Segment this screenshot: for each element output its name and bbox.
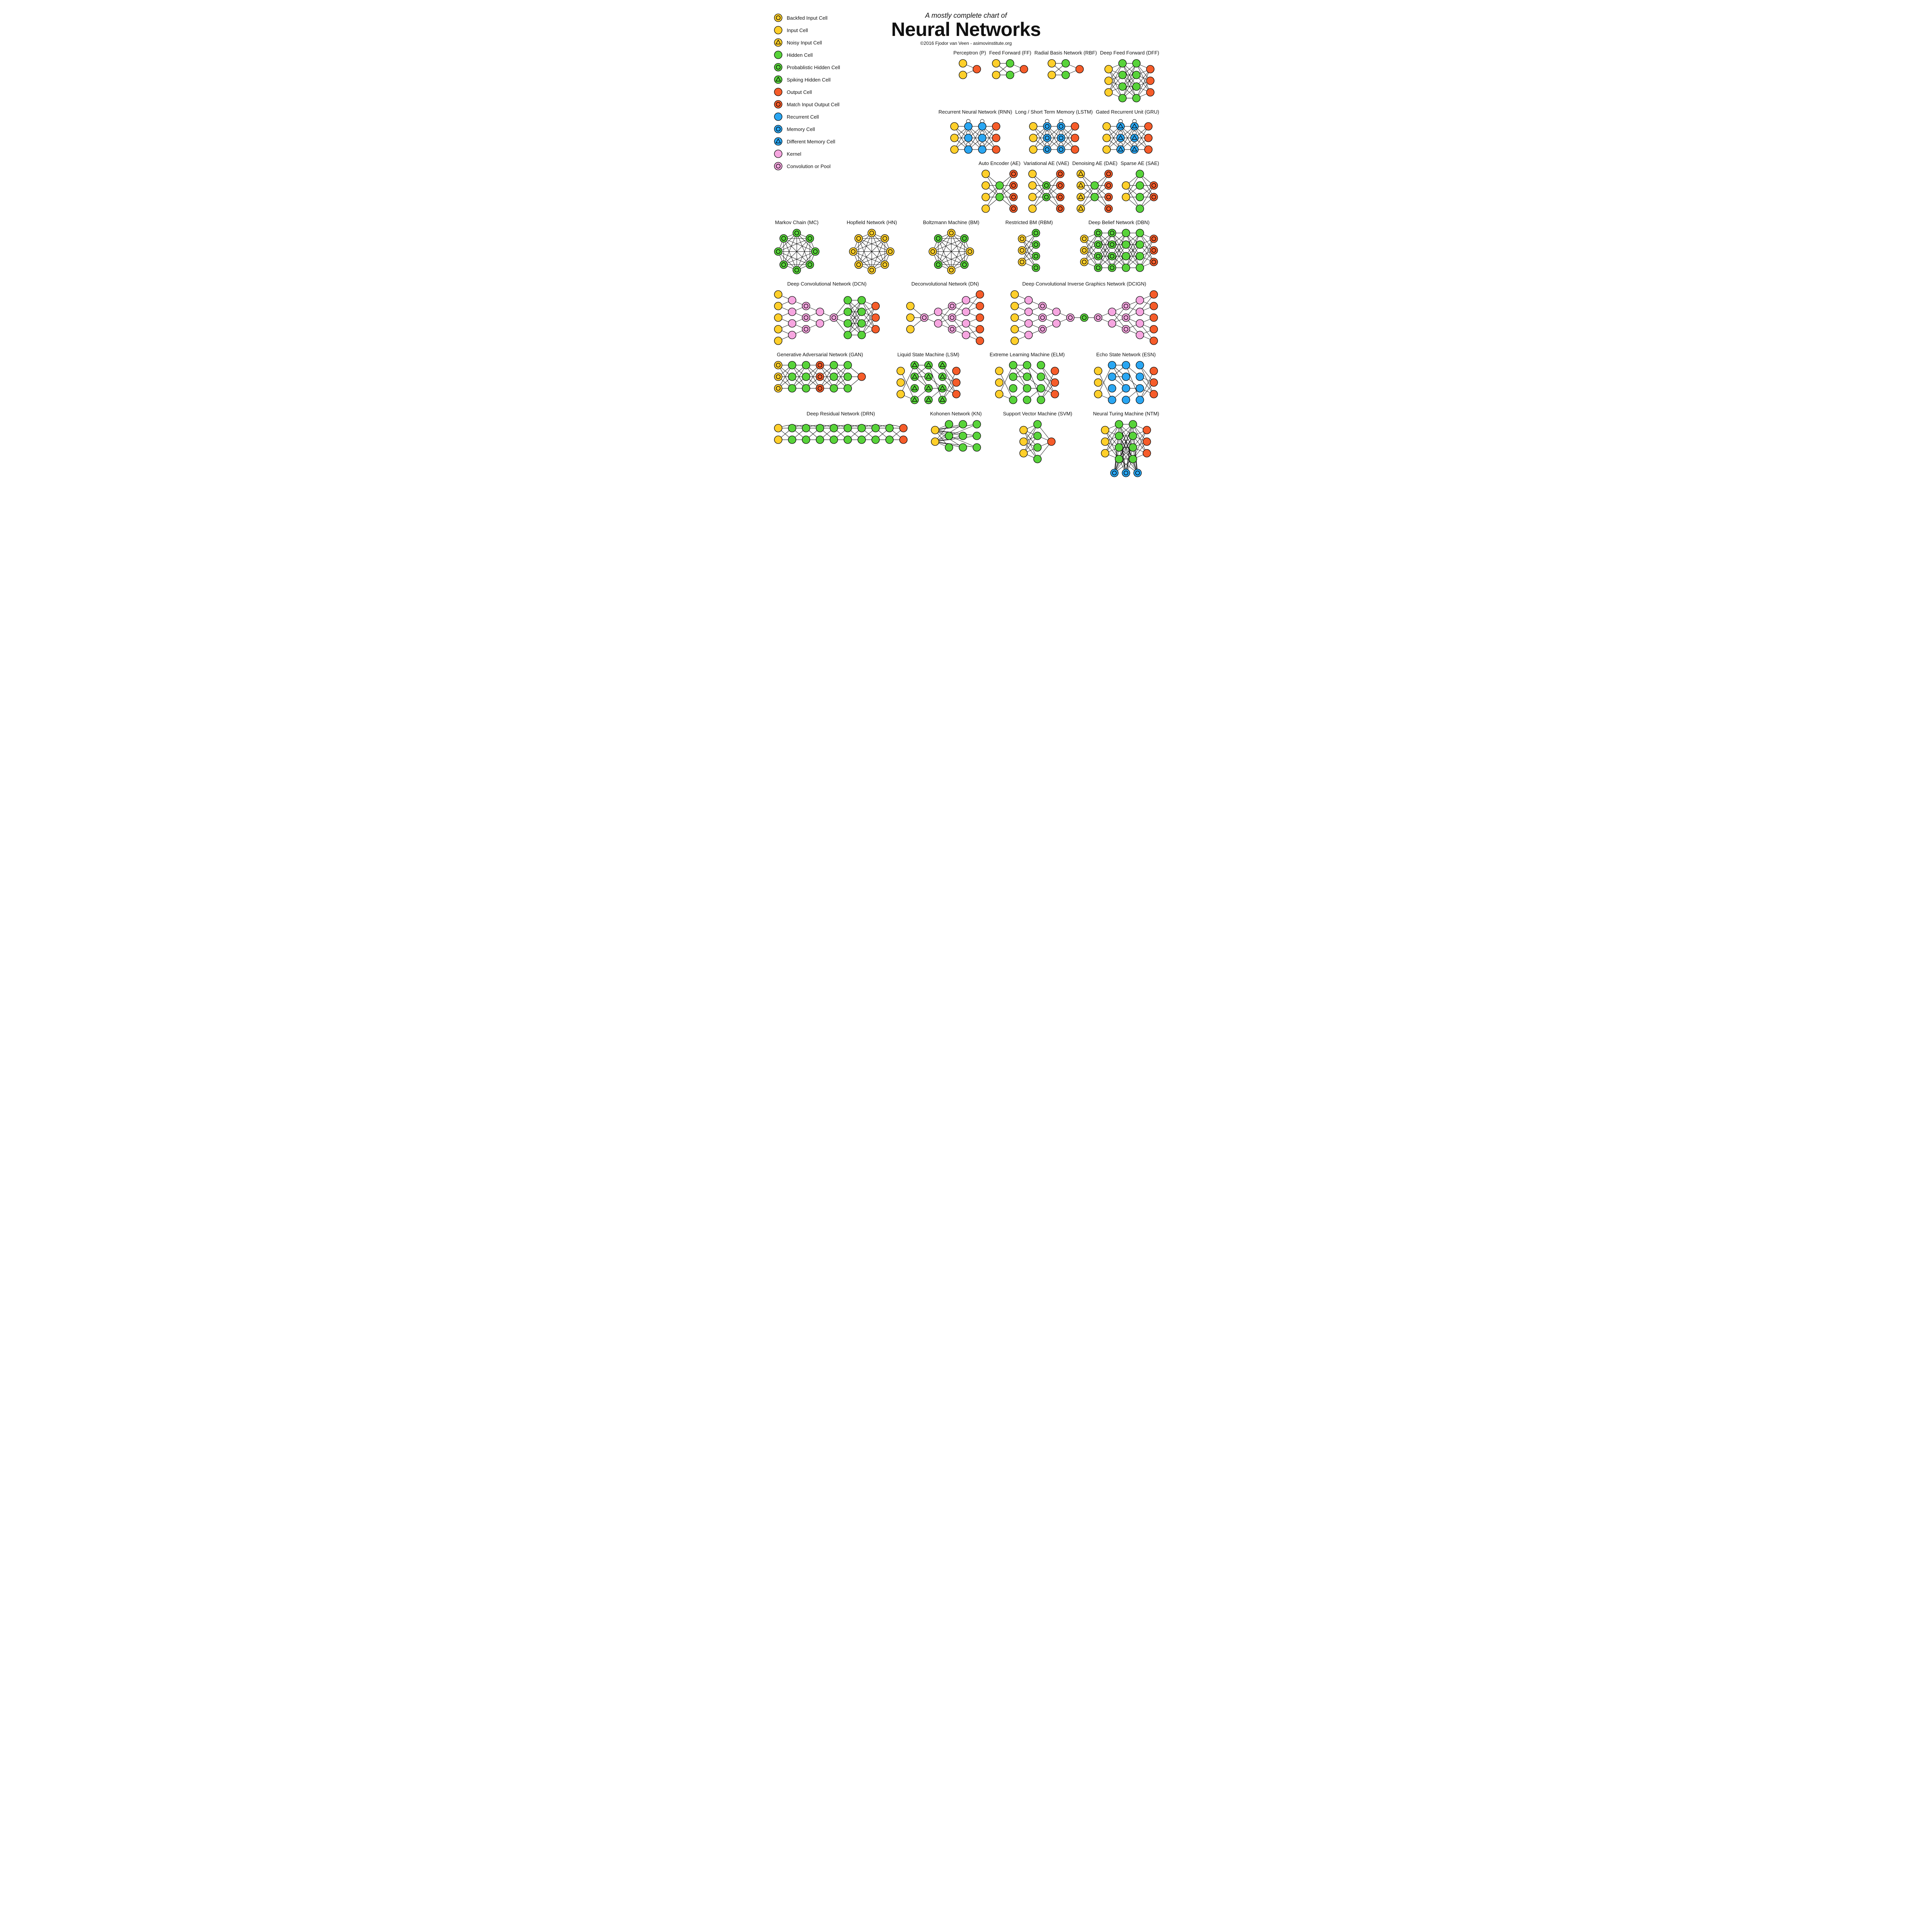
- network-sae: Sparse AE (SAE): [1121, 160, 1159, 214]
- network-dcn: Deep Convolutional Network (DCN): [773, 281, 881, 346]
- network-label: Deep Convolutional Inverse Graphics Netw…: [1009, 281, 1159, 287]
- legend-label: Spiking Hidden Cell: [787, 77, 830, 83]
- legend-item-input: Input Cell: [773, 24, 850, 36]
- network-lstm: Long / Short Term Memory (LSTM): [1015, 109, 1093, 155]
- network-label: Kohonen Network (KN): [930, 411, 982, 417]
- network-label: Markov Chain (MC): [773, 219, 821, 225]
- network-elm: Extreme Learning Machine (ELM): [990, 352, 1065, 405]
- legend-label: Output Cell: [787, 89, 812, 95]
- network-ae: Auto Encoder (AE): [979, 160, 1020, 214]
- legend-label: Noisy Input Cell: [787, 40, 822, 46]
- network-label: Deep Residual Network (DRN): [773, 411, 909, 417]
- legend-label: Different Memory Cell: [787, 139, 835, 145]
- legend-label: Convolution or Pool: [787, 163, 830, 169]
- legend-item-diff_memory: Different Memory Cell: [773, 135, 850, 148]
- network-label: Neural Turing Machine (NTM): [1093, 411, 1159, 417]
- network-ff: Feed Forward (FF): [989, 50, 1031, 80]
- network-row: Markov Chain (MC) Hopfield Network (HN) Bo…: [773, 219, 1159, 276]
- legend-item-output: Output Cell: [773, 86, 850, 98]
- legend: Backfed Input Cell Input Cell Noisy Input …: [773, 12, 850, 172]
- legend-item-noisy_input: Noisy Input Cell: [773, 36, 850, 49]
- legend-label: Recurrent Cell: [787, 114, 819, 120]
- legend-item-kernel: Kernel: [773, 148, 850, 160]
- network-label: Deep Convolutional Network (DCN): [773, 281, 881, 287]
- network-label: Variational AE (VAE): [1024, 160, 1069, 166]
- network-dn: Deconvolutional Network (DN): [905, 281, 985, 346]
- legend-item-hidden: Hidden Cell: [773, 49, 850, 61]
- network-svm: Support Vector Machine (SVM): [1003, 411, 1072, 464]
- network-label: Recurrent Neural Network (RNN): [939, 109, 1012, 115]
- legend-label: Kernel: [787, 151, 801, 157]
- network-label: Liquid State Machine (LSM): [895, 352, 962, 357]
- legend-item-recurrent: Recurrent Cell: [773, 111, 850, 123]
- network-row: Deep Convolutional Network (DCN) Deconvol…: [773, 281, 1159, 346]
- network-label: Boltzmann Machine (BM): [923, 219, 980, 225]
- network-label: Deconvolutional Network (DN): [905, 281, 985, 287]
- legend-label: Match Input Output Cell: [787, 102, 840, 107]
- network-kn: Kohonen Network (KN): [930, 411, 982, 453]
- network-label: Hopfield Network (HN): [847, 219, 897, 225]
- network-row: Generative Adversarial Network (GAN) Liqu…: [773, 352, 1159, 405]
- network-label: Denoising AE (DAE): [1072, 160, 1117, 166]
- network-label: Extreme Learning Machine (ELM): [990, 352, 1065, 357]
- network-label: Gated Recurrent Unit (GRU): [1096, 109, 1159, 115]
- legend-item-memory: Memory Cell: [773, 123, 850, 135]
- legend-label: Input Cell: [787, 27, 808, 33]
- network-label: Generative Adversarial Network (GAN): [773, 352, 867, 357]
- network-vae: Variational AE (VAE): [1024, 160, 1069, 214]
- network-dbn: Deep Belief Network (DBN): [1079, 219, 1159, 273]
- network-label: Sparse AE (SAE): [1121, 160, 1159, 166]
- network-label: Echo State Network (ESN): [1093, 352, 1159, 357]
- network-dff: Deep Feed Forward (DFF): [1100, 50, 1159, 104]
- network-label: Support Vector Machine (SVM): [1003, 411, 1072, 417]
- network-gan: Generative Adversarial Network (GAN): [773, 352, 867, 394]
- network-esn: Echo State Network (ESN): [1093, 352, 1159, 405]
- network-p: Perceptron (P): [953, 50, 986, 80]
- legend-item-spiking_hidden: Spiking Hidden Cell: [773, 73, 850, 86]
- legend-label: Backfed Input Cell: [787, 15, 828, 21]
- network-bm: Boltzmann Machine (BM): [923, 219, 980, 276]
- legend-item-conv_pool: Convolution or Pool: [773, 160, 850, 172]
- network-label: Long / Short Term Memory (LSTM): [1015, 109, 1093, 115]
- network-gru: Gated Recurrent Unit (GRU): [1096, 109, 1159, 155]
- network-label: Feed Forward (FF): [989, 50, 1031, 56]
- network-dae: Denoising AE (DAE): [1072, 160, 1117, 214]
- network-mc: Markov Chain (MC): [773, 219, 821, 276]
- network-rbm: Restricted BM (RBM): [1005, 219, 1053, 273]
- network-ntm: Neural Turing Machine (NTM): [1093, 411, 1159, 478]
- network-label: Perceptron (P): [953, 50, 986, 56]
- network-rbf: Radial Basis Network (RBF): [1034, 50, 1097, 80]
- network-row: Deep Residual Network (DRN) Kohonen Netwo…: [773, 411, 1159, 478]
- network-label: Radial Basis Network (RBF): [1034, 50, 1097, 56]
- legend-label: Probablistic Hidden Cell: [787, 65, 840, 70]
- network-label: Restricted BM (RBM): [1005, 219, 1053, 225]
- legend-item-match_io: Match Input Output Cell: [773, 98, 850, 111]
- network-lsm: Liquid State Machine (LSM): [895, 352, 962, 405]
- network-label: Auto Encoder (AE): [979, 160, 1020, 166]
- network-drn: Deep Residual Network (DRN): [773, 411, 909, 445]
- legend-label: Memory Cell: [787, 126, 815, 132]
- legend-label: Hidden Cell: [787, 52, 813, 58]
- network-label: Deep Belief Network (DBN): [1079, 219, 1159, 225]
- legend-item-backfed_input: Backfed Input Cell: [773, 12, 850, 24]
- network-hn: Hopfield Network (HN): [847, 219, 897, 276]
- legend-item-prob_hidden: Probablistic Hidden Cell: [773, 61, 850, 73]
- network-dcign: Deep Convolutional Inverse Graphics Netw…: [1009, 281, 1159, 346]
- network-rnn: Recurrent Neural Network (RNN): [939, 109, 1012, 155]
- network-label: Deep Feed Forward (DFF): [1100, 50, 1159, 56]
